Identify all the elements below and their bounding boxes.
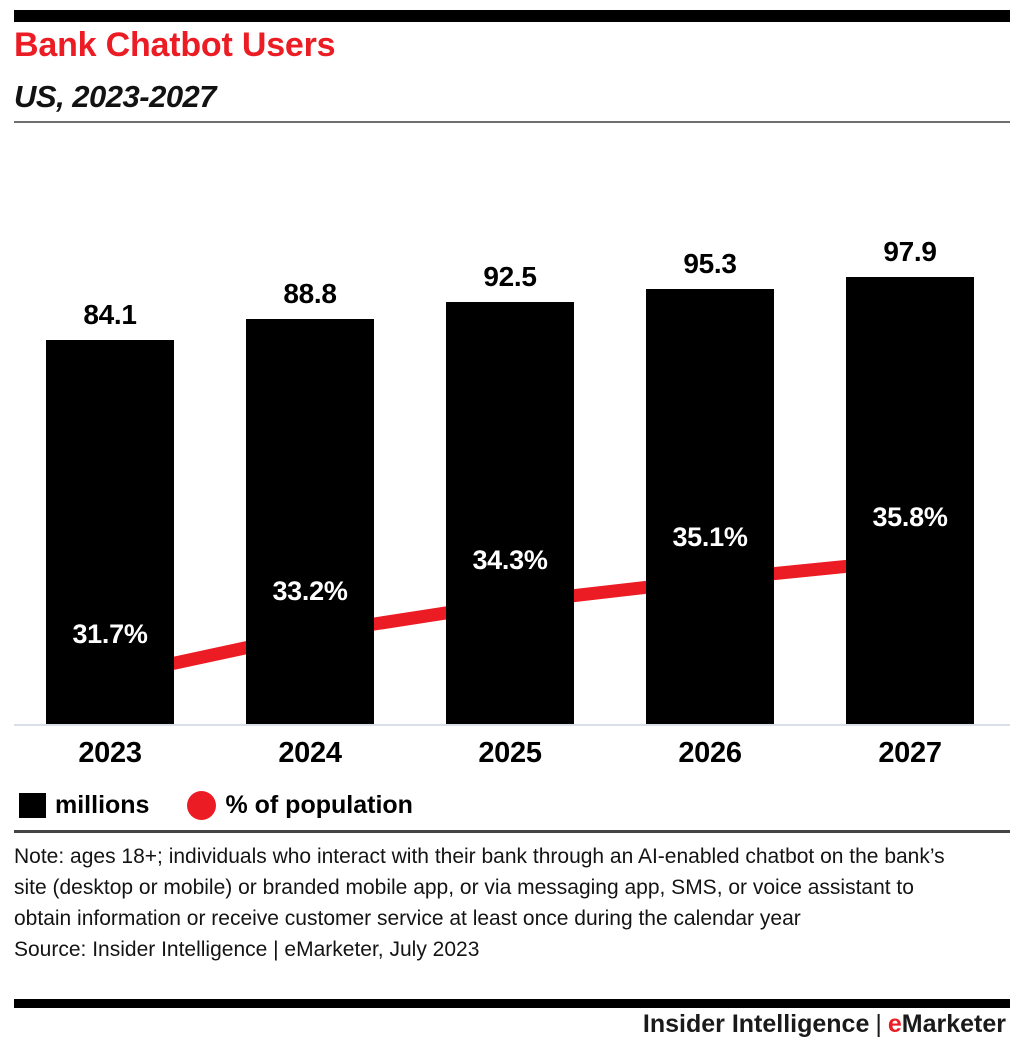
line-value-label-2025: 34.3% [472, 545, 548, 575]
brand-lockup: Insider Intelligence | eMarketer [643, 1010, 1006, 1039]
note-text: Note: ages 18+; individuals who interact… [14, 845, 945, 930]
brand-emarketer-e: e [887, 1010, 902, 1038]
footer-rule [14, 999, 1010, 1008]
x-axis: 2023 2024 2025 2026 2027 [0, 737, 1020, 771]
legend-label-millions: millions [55, 791, 150, 819]
legend-circle-swatch [187, 791, 217, 820]
bar-2027 [846, 277, 974, 724]
x-axis-label-2024: 2024 [278, 737, 342, 769]
title-divider [14, 121, 1010, 123]
legend-square-swatch [19, 793, 46, 818]
brand-separator: | [875, 1010, 882, 1038]
x-axis-line [14, 724, 1010, 726]
legend-item-millions: millions [19, 791, 149, 820]
bar-value-label-2026: 95.3 [683, 248, 737, 279]
x-axis-label-2026: 2026 [678, 737, 742, 769]
bar-2025 [446, 302, 574, 724]
top-accent-bar [14, 10, 1010, 22]
line-value-label-2027: 35.8% [872, 502, 948, 532]
line-value-label-2023: 31.7% [72, 619, 148, 649]
chart-plot: 84.1 88.8 92.5 95.3 97.9 31.7% 33.2% 34.3% 35.1%… [0, 178, 1020, 726]
brand-insider-intelligence: Insider Intelligence [642, 1010, 870, 1038]
source-text: Source: Insider Intelligence | eMarketer… [14, 938, 480, 961]
bar-2026 [646, 289, 774, 724]
x-axis-label-2023: 2023 [78, 737, 142, 769]
line-value-label-2024: 33.2% [272, 576, 348, 606]
legend-divider [14, 830, 1010, 833]
bar-value-label-2023: 84.1 [83, 299, 137, 330]
notes-block: Note: ages 18+; individuals who interact… [14, 841, 969, 965]
legend-item-percent: % of population [187, 791, 413, 820]
chart-subtitle: US, 2023-2027 [14, 79, 217, 114]
bar-value-label-2027: 97.9 [883, 236, 937, 267]
legend: millions % of population [19, 791, 413, 820]
x-axis-label-2027: 2027 [878, 737, 942, 769]
bar-value-label-2024: 88.8 [283, 278, 337, 309]
bar-2023 [46, 340, 174, 724]
legend-label-percent: % of population [225, 791, 413, 819]
brand-emarketer-rest: Marketer [901, 1010, 1006, 1038]
bar-value-label-2025: 92.5 [483, 261, 537, 292]
line-value-label-2026: 35.1% [672, 522, 748, 552]
bar-2024 [246, 319, 374, 724]
chart-title: Bank Chatbot Users [14, 26, 336, 64]
x-axis-label-2025: 2025 [478, 737, 542, 769]
